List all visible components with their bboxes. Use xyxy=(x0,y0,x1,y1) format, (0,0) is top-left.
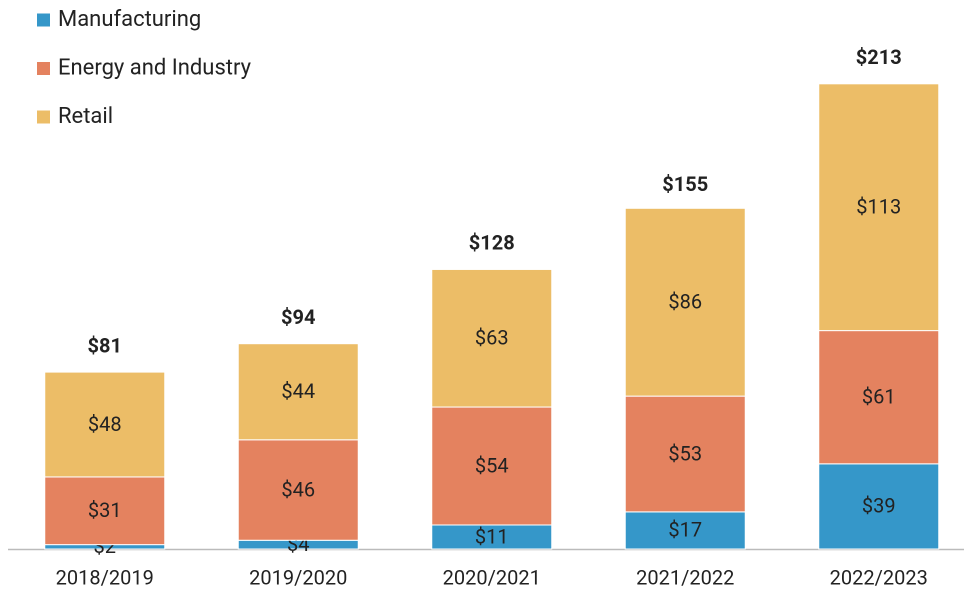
bar-segment xyxy=(818,330,940,465)
bar-segment xyxy=(624,395,746,513)
value-label: $46 xyxy=(281,477,315,501)
x-tick-label: 2020/2021 xyxy=(443,565,541,589)
bar-segment xyxy=(624,207,746,397)
value-label: $53 xyxy=(668,441,702,465)
value-label: $11 xyxy=(475,524,509,548)
value-label: $31 xyxy=(88,498,122,522)
value-label: $39 xyxy=(862,494,896,518)
value-label: $48 xyxy=(88,412,122,436)
bar-segment xyxy=(431,268,553,408)
value-label: $113 xyxy=(856,194,901,218)
bar-segment xyxy=(818,463,940,550)
bar-segment xyxy=(237,343,359,441)
legend-swatch xyxy=(37,13,50,27)
total-label: $94 xyxy=(281,305,315,329)
total-label: $213 xyxy=(856,45,902,69)
value-label: $44 xyxy=(281,379,315,403)
bar-segment xyxy=(237,439,359,541)
legend-swatch xyxy=(37,62,50,75)
bar-segment xyxy=(624,511,746,550)
value-label: $61 xyxy=(862,384,896,408)
total-label: $128 xyxy=(469,231,515,255)
legend-label: Retail xyxy=(58,104,113,129)
bar-segment xyxy=(44,371,166,478)
value-label: $54 xyxy=(475,453,509,477)
x-tick-label: 2022/2023 xyxy=(830,565,928,589)
x-tick-label: 2019/2020 xyxy=(249,565,347,589)
total-label: $81 xyxy=(88,333,122,357)
bar-segment xyxy=(818,83,940,332)
legend-label: Energy and Industry xyxy=(58,55,252,80)
legend-label: Manufacturing xyxy=(58,7,201,32)
value-label: $86 xyxy=(668,289,702,313)
value-label: $17 xyxy=(668,518,702,542)
total-label: $155 xyxy=(662,172,708,196)
x-tick-label: 2021/2022 xyxy=(636,565,734,589)
x-tick-label: 2018/2019 xyxy=(56,565,154,589)
legend-swatch xyxy=(37,110,50,124)
value-label: $63 xyxy=(475,326,509,350)
bar-segment xyxy=(44,476,166,546)
bar-segment xyxy=(431,406,553,526)
